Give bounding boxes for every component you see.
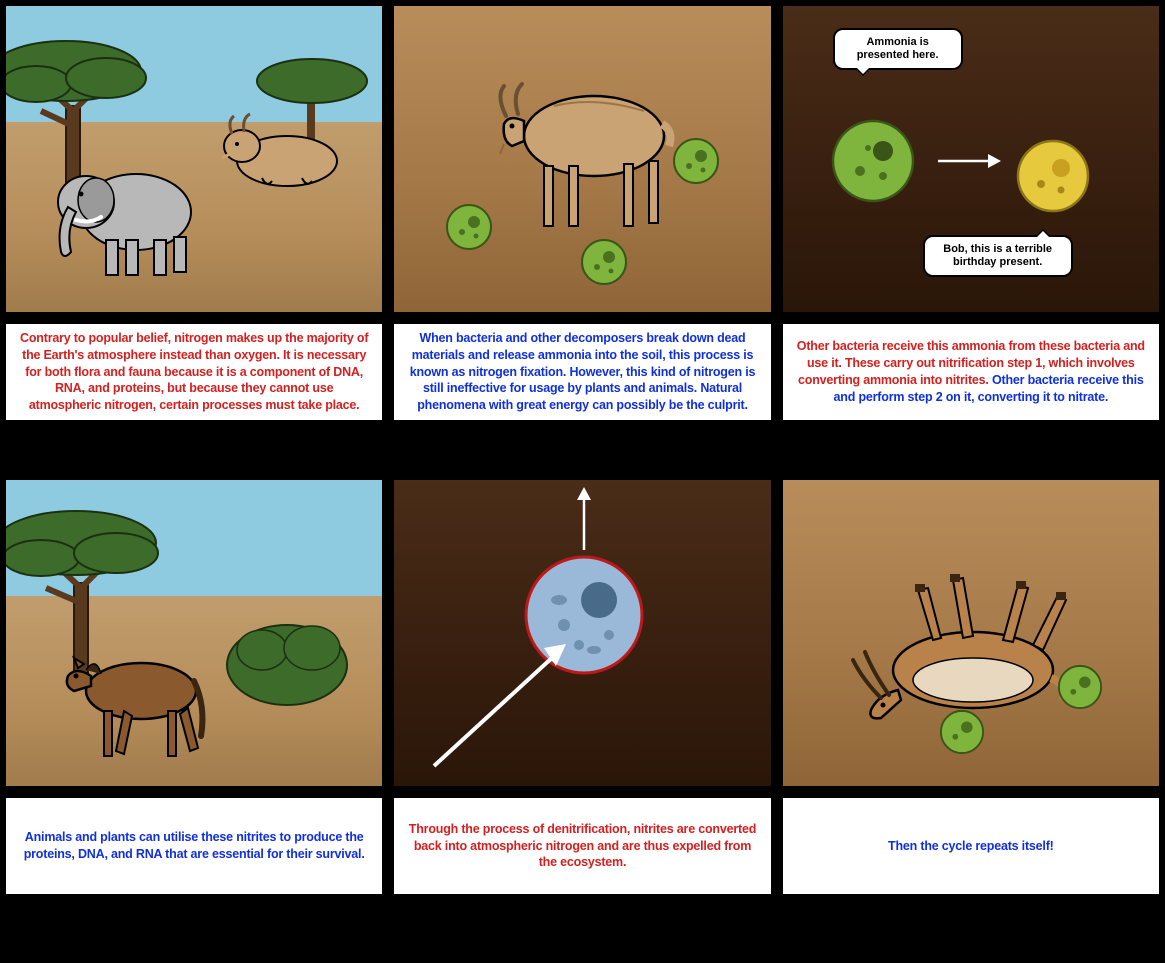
bacteria-icon: [444, 202, 494, 252]
caption-2: When bacteria and other decomposers brea…: [392, 322, 772, 422]
spacer: [4, 430, 384, 470]
caption-4: Animals and plants can utilise these nit…: [4, 796, 384, 896]
arrow-up-icon: [569, 485, 599, 555]
caption-1: Contrary to popular belief, nitrogen mak…: [4, 322, 384, 422]
spacer: [781, 430, 1161, 470]
arrow-diag-icon: [424, 636, 574, 776]
elephant-icon: [46, 152, 206, 282]
bacteria-icon: [671, 136, 721, 186]
bacteria-icon: [938, 708, 986, 756]
caption-3: Other bacteria receive this ammonia from…: [781, 322, 1161, 422]
bush-icon: [222, 610, 352, 710]
panel-1: [4, 4, 384, 314]
arrow-icon: [933, 146, 1003, 176]
bacteria-icon: [1056, 663, 1104, 711]
speech-bubble-1: Ammonia is presented here.: [833, 28, 963, 70]
horse-icon: [46, 626, 226, 766]
panel-4: [4, 478, 384, 788]
panel-6: [781, 478, 1161, 788]
caption-5: Through the process of denitrification, …: [392, 796, 772, 896]
goat-standing-icon: [474, 46, 694, 246]
storyboard-grid: Ammonia is presented here. Bob, this is …: [4, 4, 1161, 896]
panel-5: [392, 478, 772, 788]
bacteria-green-icon: [828, 116, 918, 206]
panel-3: Ammonia is presented here. Bob, this is …: [781, 4, 1161, 314]
caption-6: Then the cycle repeats itself!: [781, 796, 1161, 896]
bacteria-yellow-icon: [1013, 136, 1093, 216]
spacer: [392, 430, 772, 470]
bacteria-icon: [579, 237, 629, 287]
panel-2: [392, 4, 772, 314]
speech-bubble-2: Bob, this is a terrible birthday present…: [923, 235, 1073, 277]
goat-lying-icon: [212, 106, 352, 196]
